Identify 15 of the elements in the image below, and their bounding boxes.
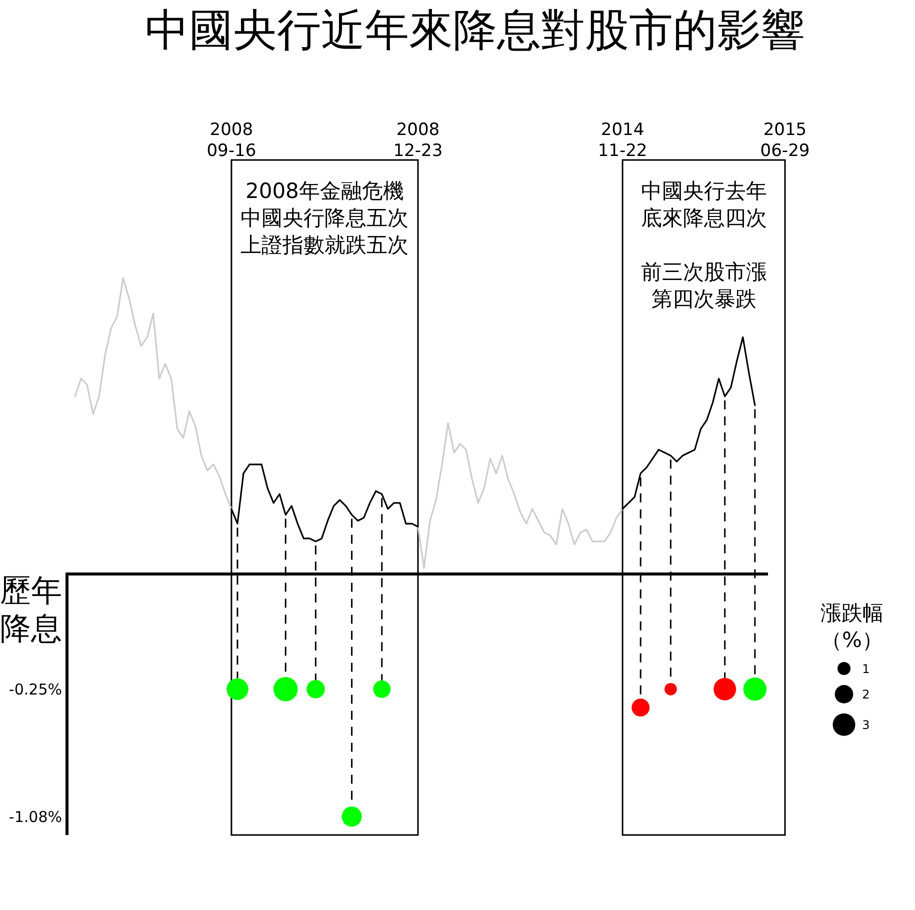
band-label: 中國央行去年底來降息四次 (640, 179, 767, 230)
size-legend-label: 3 (862, 718, 870, 732)
y-label: 歷年降息 (0, 573, 62, 647)
size-legend-label: 2 (862, 688, 870, 702)
title: 中國央行近年來降息對股市的影響 (145, 5, 805, 56)
x-tick: 2008 12-23 (393, 120, 443, 161)
y-tick: -0.25% (8, 680, 62, 699)
x-tick: 2008 09-16 (206, 120, 256, 161)
annotation: 前三次股市漲第四次暴跌 (640, 260, 767, 311)
size-legend-title: 漲跌幅（%） (820, 601, 884, 652)
size-legend-label: 1 (862, 662, 870, 676)
x-tick: 2014 11-22 (598, 120, 648, 161)
band-label: 2008年金融危機中國央行降息五次上證指數就跌五次 (240, 179, 409, 257)
x-tick: 2015 06-29 (760, 120, 810, 161)
y-tick: -1.08% (8, 808, 62, 826)
